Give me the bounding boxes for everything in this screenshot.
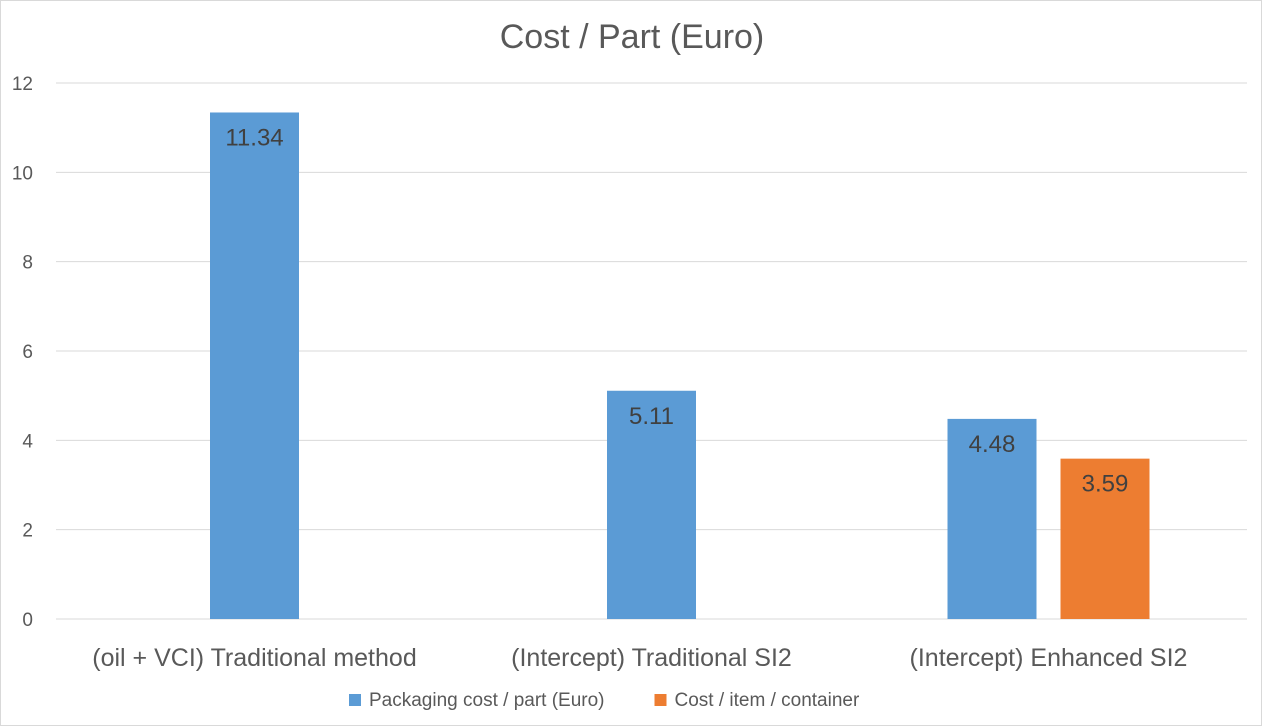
- bar: [1060, 458, 1150, 619]
- data-labels: 11.34 5.11 4.48 3.59: [225, 124, 1128, 497]
- legend-swatch: [349, 694, 361, 706]
- x-axis: (oil + VCI) Traditional method (Intercept…: [92, 644, 1187, 672]
- legend-label: Cost / item / container: [675, 690, 860, 711]
- legend: Packaging cost / part (Euro) Cost / item …: [349, 690, 860, 711]
- legend-swatch: [654, 694, 667, 706]
- y-tick-label: 8: [22, 253, 33, 274]
- x-tick-label: (Intercept) Traditional SI2: [511, 644, 792, 672]
- y-tick-label: 10: [12, 163, 33, 184]
- legend-label: Packaging cost / part (Euro): [369, 690, 605, 711]
- y-tick-label: 2: [22, 521, 33, 542]
- y-tick-label: 4: [22, 431, 33, 452]
- bars: [210, 112, 1150, 619]
- data-label: 4.48: [969, 431, 1016, 458]
- bar: [947, 418, 1037, 619]
- chart-title: Cost / Part (Euro): [500, 18, 765, 56]
- data-label: 11.34: [225, 124, 283, 151]
- x-tick-label: (oil + VCI) Traditional method: [92, 644, 416, 672]
- data-label: 5.11: [629, 403, 674, 430]
- bar: [210, 112, 299, 619]
- y-axis: 0 2 4 6 8 10 12: [12, 74, 34, 631]
- bar: [607, 390, 696, 619]
- x-tick-label: (Intercept) Enhanced SI2: [910, 644, 1188, 672]
- data-label: 3.59: [1082, 471, 1129, 498]
- y-tick-label: 0: [22, 610, 33, 631]
- y-tick-label: 12: [12, 74, 33, 95]
- y-tick-label: 6: [22, 342, 33, 363]
